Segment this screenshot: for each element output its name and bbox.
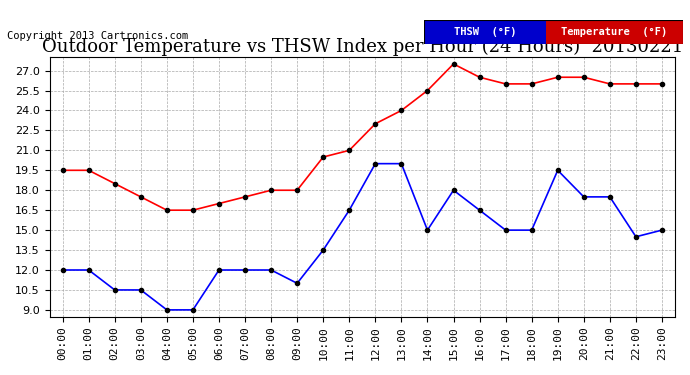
Text: THSW  (°F): THSW (°F) (454, 27, 516, 37)
Title: Outdoor Temperature vs THSW Index per Hour (24 Hours)  20130221: Outdoor Temperature vs THSW Index per Ho… (41, 38, 683, 56)
Bar (546, 20, 683, 44)
Bar (424, 20, 546, 44)
Text: Temperature  (°F): Temperature (°F) (562, 27, 668, 37)
Text: Copyright 2013 Cartronics.com: Copyright 2013 Cartronics.com (7, 32, 188, 41)
